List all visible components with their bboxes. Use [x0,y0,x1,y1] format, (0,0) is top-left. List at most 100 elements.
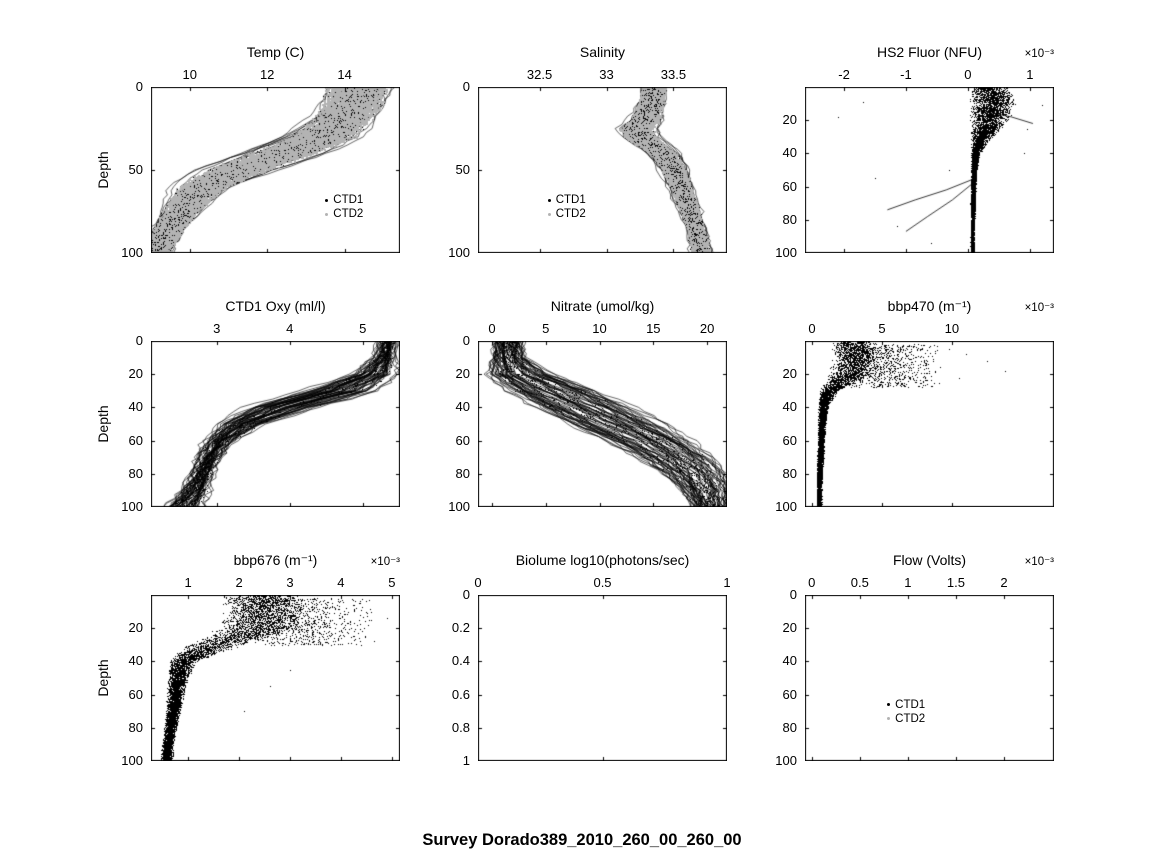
plot-area-canvas [805,595,1054,761]
axis-exponent-label: ×10⁻³ [1024,302,1054,314]
y-tick-label: 80 [128,465,143,481]
plot-area-canvas [478,87,727,253]
legend-label: CTD2 [555,208,586,221]
x-tick-label: 0 [808,575,816,590]
x-tick-label: 0 [808,321,816,336]
plot-legend: CTD1 CTD2 [325,193,363,221]
y-tick-label: 80 [782,211,797,227]
y-tick-label: 100 [121,245,143,260]
x-tick-label: 2 [1000,575,1008,590]
y-tick-label: 40 [128,653,143,669]
y-tick-label: 100 [121,499,143,514]
subplot-biolume: Biolume log10(photons/sec) 0 0.5 1 0 0.2 0.4… [408,549,740,773]
legend-marker-dot-icon [887,703,891,707]
y-tick-label: 100 [448,499,470,514]
y-tick-label: 40 [782,145,797,161]
axis-exponent-label: ×10⁻³ [370,556,400,568]
legend-marker-dot-icon [325,198,329,202]
x-tick-label: 5 [388,575,396,590]
legend-label: CTD1 [555,194,586,207]
y-tick-label: 100 [775,499,797,514]
y-tick-label: 50 [128,162,143,177]
y-tick-label: 60 [782,178,797,194]
subplot-flow: Flow (Volts) ×10⁻³ 0 0.5 1 1.5 2 0 20 40 60 80 10… [735,549,1067,773]
chart-title: CTD1 Oxy (ml/l) [225,298,326,314]
chart-title: Biolume log10(photons/sec) [515,552,690,568]
legend-label: CTD1 [895,698,926,711]
y-tick-label: 20 [128,366,143,382]
x-tick-label: 3 [286,575,294,590]
subplot-bbp470: bbp470 (m⁻¹) ×10⁻³ 0 5 10 20 40 60 80 100 [735,295,1067,519]
chart-title: Nitrate (umol/kg) [550,298,655,314]
chart-title: Salinity [579,44,626,60]
y-tick-label: 20 [782,112,797,128]
x-tick-label: 1 [1026,67,1034,82]
legend-item: CTD1 [547,193,586,207]
y-axis-label: Depth [95,659,111,697]
y-tick-label: 20 [782,620,797,636]
y-tick-label: 60 [128,686,143,702]
chart-title: HS2 Fluor (NFU) [876,44,982,60]
figure-title: Survey Dorado389_2010_260_00_260_00 [422,831,742,849]
x-tick-label: 33.5 [660,67,687,82]
y-tick-label: 40 [782,399,797,415]
x-tick-label: 4 [286,321,294,336]
x-tick-label: 1 [723,575,731,590]
y-tick-label: 1 [462,753,470,768]
y-tick-label: 60 [782,686,797,702]
y-tick-label: 0 [135,333,143,348]
plot-legend: CTD1 CTD2 [547,193,586,221]
y-tick-label: 100 [775,753,797,768]
chart-title: Flow (Volts) [892,552,967,568]
x-tick-label: 20 [699,321,715,336]
y-tick-label: 20 [782,366,797,382]
legend-item: CTD2 [547,207,586,221]
y-tick-label: 0 [135,79,143,94]
subplot-salinity: Salinity 32.5 33 33.5 0 50 100 CTD1 CTD2 [408,41,740,265]
y-tick-label: 0.8 [451,719,470,735]
plot-legend: CTD1 CTD2 [887,698,925,726]
plot-area-canvas [151,595,400,761]
x-tick-label: 12 [259,67,275,82]
y-tick-label: 100 [448,245,470,260]
x-tick-label: 0.5 [850,575,869,590]
legend-label: CTD1 [333,194,364,207]
y-tick-label: 20 [128,620,143,636]
y-axis-label: Depth [95,405,111,443]
plot-area-canvas [478,595,727,761]
chart-title: bbp676 (m⁻¹) [233,552,318,568]
y-tick-label: 0 [789,587,797,602]
x-tick-label: 5 [542,321,550,336]
legend-marker-dot-icon [887,717,891,721]
legend-item: CTD1 [325,193,363,207]
subplot-temp: Temp (C) Depth 10 12 14 0 50 100 CTD1 CTD2 [81,41,413,265]
y-tick-label: 40 [455,399,470,415]
y-axis-label: Depth [95,151,111,189]
y-tick-label: 20 [455,366,470,382]
x-tick-label: 0 [488,321,496,336]
axis-exponent-label: ×10⁻³ [1024,48,1054,60]
x-tick-label: 3 [213,321,221,336]
legend-label: CTD2 [895,712,926,725]
x-tick-label: 5 [878,321,886,336]
y-tick-label: 60 [782,432,797,448]
axis-exponent-label: ×10⁻³ [1024,556,1054,568]
y-tick-label: 60 [128,432,143,448]
subplot-nitrate: Nitrate (umol/kg) 0 5 10 15 20 0 20 40 60 80 100 [408,295,740,519]
y-tick-label: 100 [121,753,143,768]
x-tick-label: 10 [182,67,197,82]
y-tick-label: 80 [782,719,797,735]
y-tick-label: 0 [462,587,470,602]
y-tick-label: 50 [455,162,470,177]
x-tick-label: 14 [337,67,352,82]
y-tick-label: 0.2 [451,620,470,636]
x-tick-label: 2 [235,575,243,590]
y-tick-label: 0.4 [451,653,470,669]
legend-marker-dot-icon [325,212,329,216]
x-tick-label: 10 [944,321,960,336]
x-tick-label: 15 [646,321,661,336]
x-tick-label: 33 [599,67,614,82]
x-tick-label: 0 [964,67,972,82]
x-tick-label: 0 [474,575,482,590]
subplot-ctd1-oxy: CTD1 Oxy (ml/l) Depth 3 4 5 0 20 40 60 80 100 [81,295,413,519]
